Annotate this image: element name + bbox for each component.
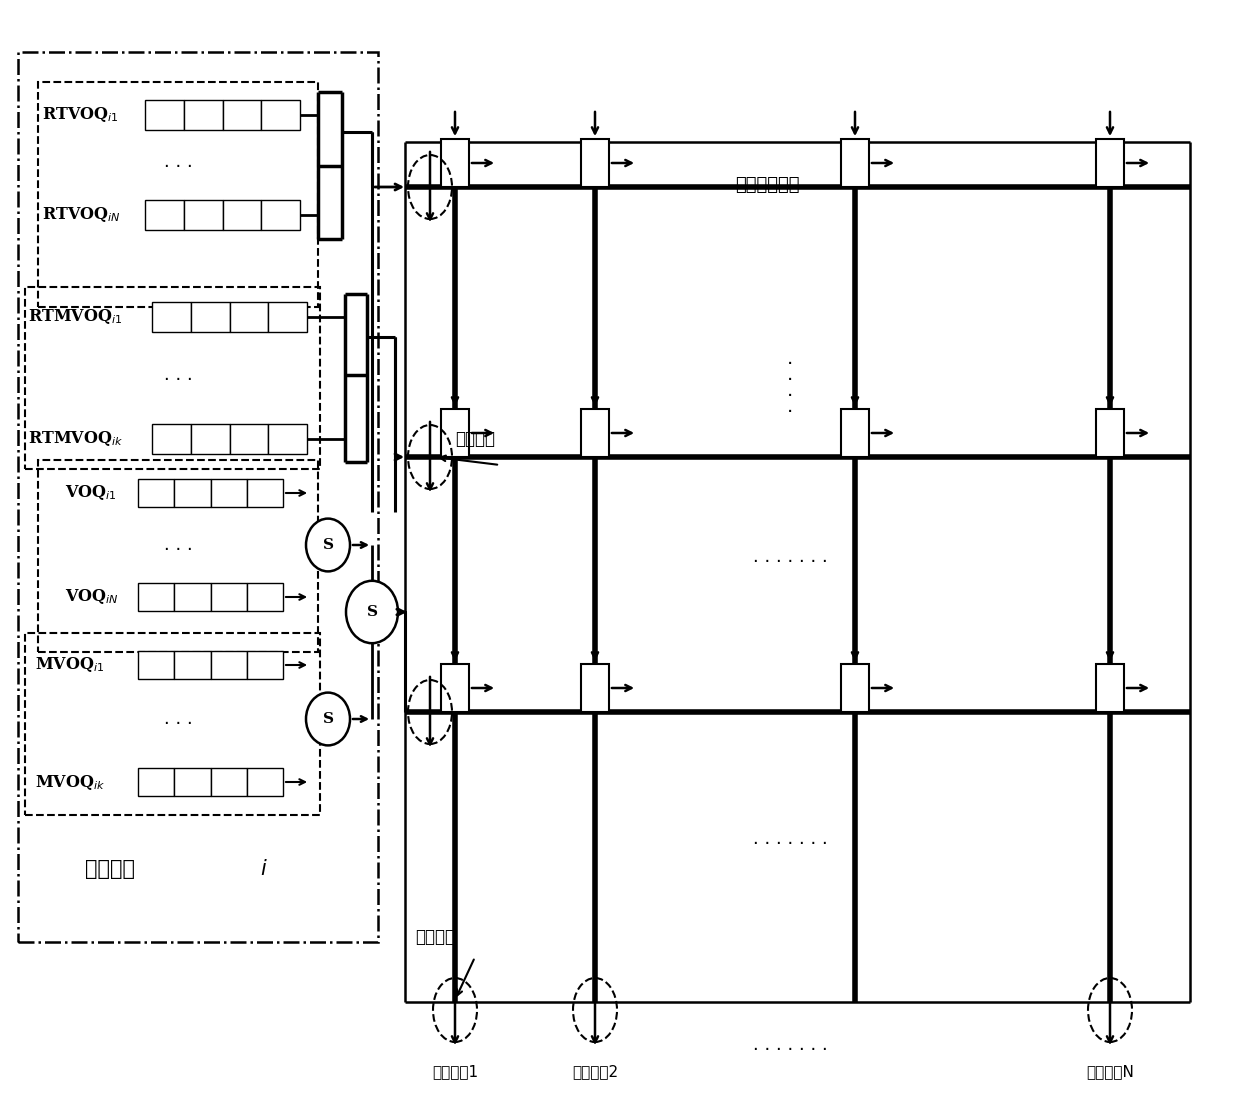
- Text: VOQ$_{i1}$: VOQ$_{i1}$: [64, 484, 117, 502]
- Text: 输出调度: 输出调度: [415, 928, 455, 946]
- Ellipse shape: [346, 580, 398, 643]
- Text: 输入端口: 输入端口: [86, 859, 135, 879]
- Bar: [175, 479, 211, 507]
- Text: RTMVOQ$_{ik}$: RTMVOQ$_{ik}$: [29, 430, 123, 449]
- Bar: [211, 583, 247, 611]
- Text: RTVOQ$_{i1}$: RTVOQ$_{i1}$: [42, 105, 119, 124]
- Bar: [145, 100, 184, 131]
- Bar: [211, 651, 247, 679]
- Bar: [841, 139, 869, 186]
- Text: MVOQ$_{ik}$: MVOQ$_{ik}$: [35, 772, 105, 792]
- Bar: [441, 664, 469, 712]
- Bar: [229, 302, 268, 332]
- Bar: [247, 768, 283, 796]
- Text: . . . . . . .: . . . . . . .: [753, 1036, 827, 1054]
- Text: . . .: . . .: [164, 152, 192, 171]
- Bar: [184, 200, 222, 230]
- Bar: [175, 768, 211, 796]
- Text: . . .: . . .: [164, 710, 192, 728]
- Bar: [145, 200, 184, 230]
- Bar: [25, 633, 320, 815]
- Text: $i$: $i$: [260, 859, 268, 879]
- Text: 输出端口2: 输出端口2: [572, 1064, 618, 1079]
- Bar: [582, 409, 609, 457]
- Text: .
.
.
.: . . . .: [787, 349, 794, 416]
- Text: 输出端口N: 输出端口N: [1086, 1064, 1133, 1079]
- Bar: [38, 460, 317, 652]
- Bar: [184, 100, 222, 131]
- Text: . . . . . . .: . . . . . . .: [753, 548, 827, 566]
- Text: 输入调度: 输入调度: [455, 430, 495, 448]
- Text: S: S: [322, 538, 334, 552]
- Bar: [138, 583, 175, 611]
- Bar: [25, 287, 320, 470]
- Text: 交叉节点缓存: 交叉节点缓存: [735, 176, 800, 194]
- Text: 输出端口1: 输出端口1: [432, 1064, 479, 1079]
- Bar: [841, 664, 869, 712]
- Bar: [247, 651, 283, 679]
- Bar: [582, 664, 609, 712]
- Text: . . .: . . .: [164, 366, 192, 384]
- Bar: [1096, 664, 1123, 712]
- Bar: [138, 651, 175, 679]
- Text: S: S: [367, 606, 377, 619]
- Bar: [175, 651, 211, 679]
- Bar: [229, 425, 268, 454]
- Bar: [222, 200, 262, 230]
- Bar: [222, 100, 262, 131]
- Text: MVOQ$_{i1}$: MVOQ$_{i1}$: [35, 656, 104, 675]
- Bar: [1096, 409, 1123, 457]
- Bar: [841, 409, 869, 457]
- Text: . . . . . . .: . . . . . . .: [753, 830, 827, 848]
- Text: S: S: [322, 712, 334, 726]
- Ellipse shape: [306, 519, 350, 572]
- Bar: [268, 425, 308, 454]
- Text: RTMVOQ$_{i1}$: RTMVOQ$_{i1}$: [29, 307, 123, 327]
- Bar: [19, 52, 378, 942]
- Text: RTVOQ$_{iN}$: RTVOQ$_{iN}$: [42, 205, 120, 225]
- Bar: [211, 479, 247, 507]
- Bar: [191, 425, 229, 454]
- Bar: [191, 302, 229, 332]
- Bar: [138, 768, 175, 796]
- Text: VOQ$_{iN}$: VOQ$_{iN}$: [64, 588, 119, 607]
- Bar: [247, 583, 283, 611]
- Bar: [175, 583, 211, 611]
- Bar: [247, 479, 283, 507]
- Bar: [153, 302, 191, 332]
- Ellipse shape: [306, 692, 350, 745]
- Bar: [1096, 139, 1123, 186]
- Bar: [138, 479, 175, 507]
- Bar: [262, 200, 300, 230]
- Bar: [153, 425, 191, 454]
- Bar: [211, 768, 247, 796]
- Bar: [582, 139, 609, 186]
- Bar: [441, 409, 469, 457]
- Bar: [268, 302, 308, 332]
- Text: . . .: . . .: [164, 536, 192, 554]
- Bar: [38, 82, 317, 307]
- Bar: [262, 100, 300, 131]
- Bar: [441, 139, 469, 186]
